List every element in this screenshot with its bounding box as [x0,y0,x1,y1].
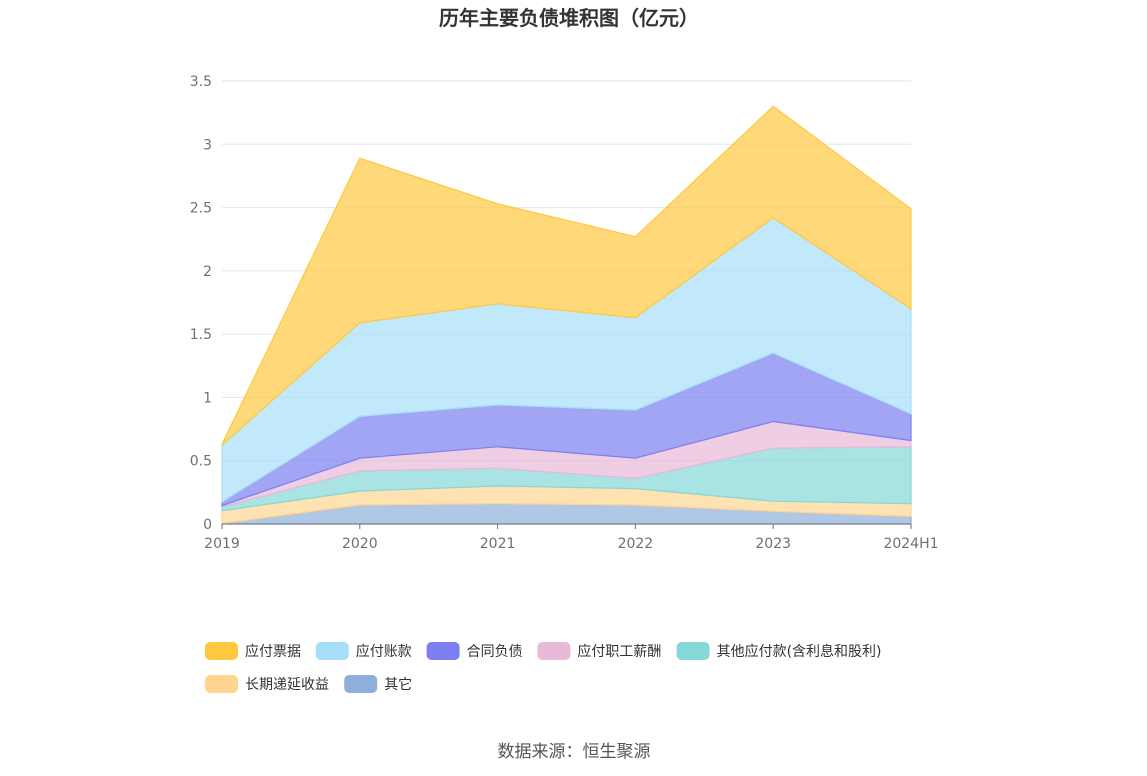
x-tick-label: 2019 [204,536,240,552]
x-tick-label: 2022 [618,536,654,552]
legend-label: 其它 [384,676,412,693]
legend-label: 应付账款 [356,643,412,660]
legend-item[interactable]: 应付职工薪酬 [537,642,661,660]
legend-item[interactable]: 其他应付款(含利息和股利) [676,642,882,660]
legend-label: 应付票据 [245,643,301,660]
y-tick-label: 0.5 [190,454,212,470]
y-tick-label: 2.5 [190,201,212,217]
data-source: 数据来源：恒生聚源 [498,742,651,762]
legend-label: 其他应付款(含利息和股利) [717,643,882,660]
x-tick-label: 2023 [755,536,791,552]
legend-swatch [205,675,238,693]
legend: 应付票据 应付账款 合同负债 应付职工薪酬 其他应付款(含利息和股利) 长期递延收益 其它 [205,642,882,693]
x-tick-label: 2020 [342,536,378,552]
x-tick-label: 2021 [480,536,516,552]
legend-item[interactable]: 应付票据 [205,642,301,660]
legend-swatch [205,642,238,660]
area-series [221,105,912,525]
area-series [221,105,912,447]
y-tick-label: 3 [203,137,212,153]
legend-swatch [344,675,378,693]
legend-item[interactable]: 应付账款 [315,642,412,660]
y-tick-label: 2 [203,264,212,280]
y-tick-label: 3.5 [190,74,212,90]
legend-label: 长期递延收益 [245,677,329,693]
legend-item[interactable]: 长期递延收益 [205,675,329,693]
x-tick-label: 2024H1 [883,536,938,552]
axes: 0 0.5 1 1.5 2 2.5 3 3.5 2019 2020 2021 2022 2023 2024… [190,74,939,552]
legend-swatch [426,642,460,660]
chart-title: 历年主要负债堆积图（亿元） [439,6,699,30]
legend-swatch [315,642,349,660]
legend-label: 应付职工薪酬 [577,643,661,660]
legend-swatch [676,642,710,660]
y-tick-label: 1 [203,390,212,406]
y-tick-label: 0 [203,517,212,533]
legend-item[interactable]: 其它 [344,675,412,693]
legend-label: 合同负债 [467,644,523,660]
legend-item[interactable]: 合同负债 [426,642,523,660]
legend-swatch [537,642,571,660]
y-tick-label: 1.5 [190,327,212,343]
